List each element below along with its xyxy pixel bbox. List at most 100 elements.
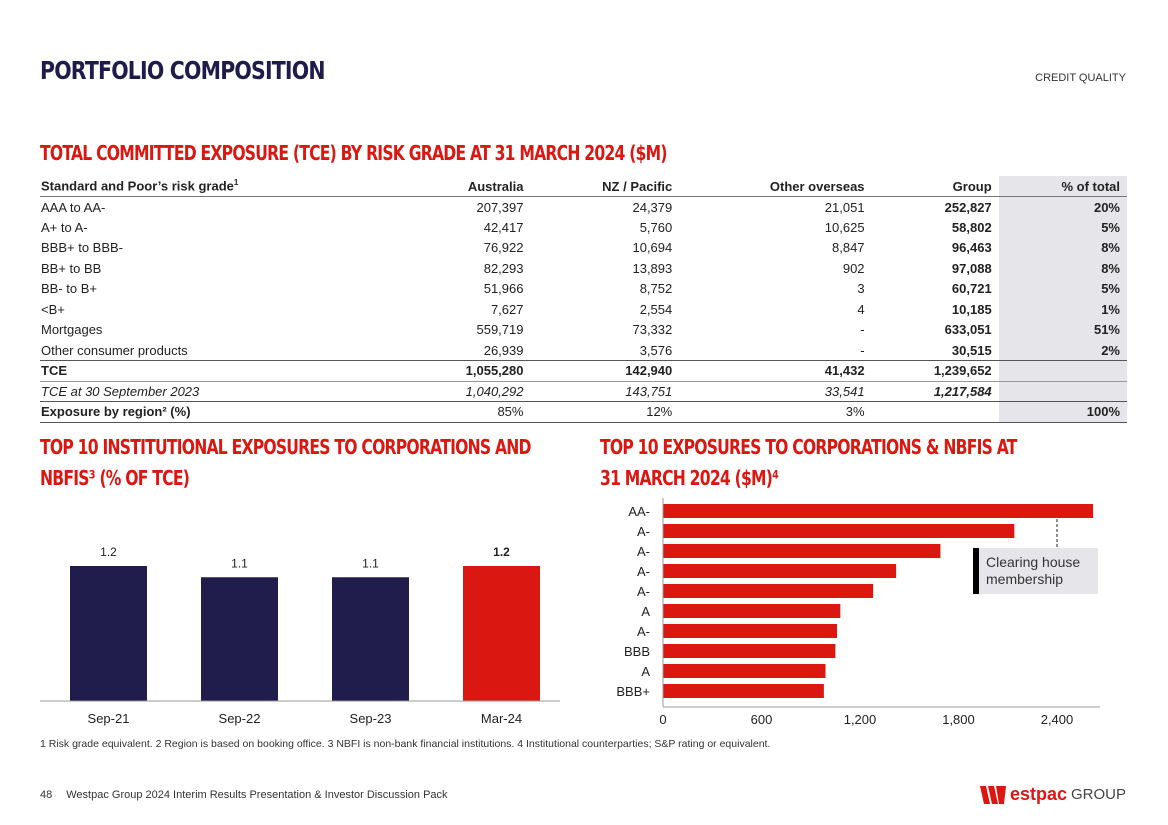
column-chart: 1.2 Sep-21 1.1 Sep-22 1.1 Sep-23 1.2 Mar-24 [40,545,560,726]
table-cell: 8% [998,237,1127,258]
table-cell: 1,217,584 [871,381,999,402]
bar [663,624,838,638]
table-cell: 24,379 [632,199,673,215]
bar [663,564,897,578]
table-cell: 100% [998,401,1127,423]
table-cell: 143,751 [530,381,680,402]
column-header: Standard and Poor’s risk grade1 [40,176,404,197]
table-cell: 5% [998,217,1127,238]
table-cell: 8% [998,258,1127,279]
table-row: BB- to B+ 51,966 8,752 3 60,721 5% [40,278,1127,299]
page-number: 48 [40,789,53,801]
table-cell: 5,760 [639,219,673,235]
table-cell: 42,417 [483,219,524,235]
table-row: BBB+ to BBB- 76,922 10,694 8,847 96,463 8% [40,237,1127,258]
table-cell: BBB+ to BBB- [41,240,124,256]
data-label: 1.1 [362,556,379,570]
y-tick-label: BBB+ [616,684,650,699]
table-cell: 4 [857,301,865,317]
table-cell [871,401,999,423]
data-label: 1.2 [493,545,510,559]
annotation-line-2: membership [986,571,1063,587]
table-row: TCE 1,055,280 142,940 41,432 1,239,652 [40,360,1127,382]
table-cell: 96,463 [951,240,992,256]
table-row: A+ to A- 42,417 5,760 10,625 58,802 5% [40,217,1127,238]
table-cell: 33,541 [679,381,872,402]
table-cell: 1% [998,299,1127,320]
table-cell: TCE [40,360,404,382]
table-cell: 1,055,280 [403,360,531,382]
table-cell: AAA to AA- [41,199,106,215]
bar [663,604,841,618]
x-tick-label: Sep-22 [219,711,261,726]
x-tick-label: 1,800 [942,712,975,727]
table-cell: BB- to B+ [41,281,97,297]
table-cell: 142,940 [530,360,680,382]
section-label: CREDIT QUALITY [1035,72,1126,84]
table-cell: 8,847 [832,240,865,256]
chart2-title: TOP 10 EXPOSURES TO CORPORATIONS & NBFIS… [600,435,1017,490]
column-header: % of total [998,176,1127,197]
table-cell: 26,939 [483,342,524,358]
table-cell: Other consumer products [41,342,188,358]
table-cell: 51% [998,319,1127,340]
y-tick-label: AA- [628,504,650,519]
x-tick-label: 2,400 [1041,712,1074,727]
table-cell: 8,752 [639,281,673,297]
column-header: Australia [403,176,531,197]
column-bar [463,566,540,701]
bar [663,544,941,558]
table-cell: 7,627 [490,301,524,317]
table-cell: BB+ to BB [41,260,102,276]
table-cell: 559,719 [476,322,524,338]
y-tick-label: A- [637,624,650,639]
x-tick-label: 0 [659,712,666,727]
annotation-box [973,548,1098,594]
column-header: Other overseas [679,176,872,197]
data-label: 1.2 [100,545,117,559]
table-cell: 2,554 [639,301,673,317]
y-tick-label: A- [637,544,650,559]
bar [663,584,874,598]
table-row: Exposure by region² (%) 85% 12% 3% 100% [40,401,1127,423]
tce-table: Standard and Poor’s risk grade1 Australia… [40,176,1127,423]
table-row: BB+ to BB 82,293 13,893 902 97,088 8% [40,258,1127,279]
table-cell: 30,515 [951,342,992,358]
bar [663,504,1094,518]
x-tick-label: 1,200 [844,712,877,727]
table-row: Mortgages 559,719 73,332 - 633,051 51% [40,319,1127,340]
y-tick-label: A [641,664,650,679]
table-cell: 2% [998,340,1127,361]
footnote-marker: 1 [233,178,239,188]
column-bar [201,577,278,701]
table-cell: - [860,342,865,358]
y-tick-label: A [641,604,650,619]
table-title: TOTAL COMMITTED EXPOSURE (TCE) BY RISK G… [40,141,668,165]
table-cell: 73,332 [632,322,673,338]
footnote: 1 Risk grade equivalent. 2 Region is bas… [40,738,771,750]
table-cell: 633,051 [944,322,992,338]
table-cell: 76,922 [483,240,524,256]
westpac-logo: estpac GROUP [979,784,1126,805]
y-tick-label: A- [637,584,650,599]
data-label: 1.1 [231,556,248,570]
table-cell: 82,293 [483,260,524,276]
table-cell: 97,088 [951,260,992,276]
table-cell: 3 [857,281,865,297]
table-cell [998,381,1127,402]
table-cell: Mortgages [41,322,103,338]
table-cell: A+ to A- [41,219,88,235]
table-cell: 10,625 [824,219,865,235]
table-cell: Exposure by region² (%) [40,401,404,423]
westpac-w-icon [979,785,1006,804]
bar [663,644,836,658]
table-cell: 12% [530,401,680,423]
table-cell: <B+ [41,301,65,317]
table-cell: 3,576 [639,342,673,358]
table-cell: 60,721 [951,281,992,297]
table-cell: 252,827 [944,199,992,215]
bar [663,524,1015,538]
table-cell: 3% [679,401,872,423]
table-cell [998,360,1127,382]
footer: 48 Westpac Group 2024 Interim Results Pre… [40,789,448,801]
